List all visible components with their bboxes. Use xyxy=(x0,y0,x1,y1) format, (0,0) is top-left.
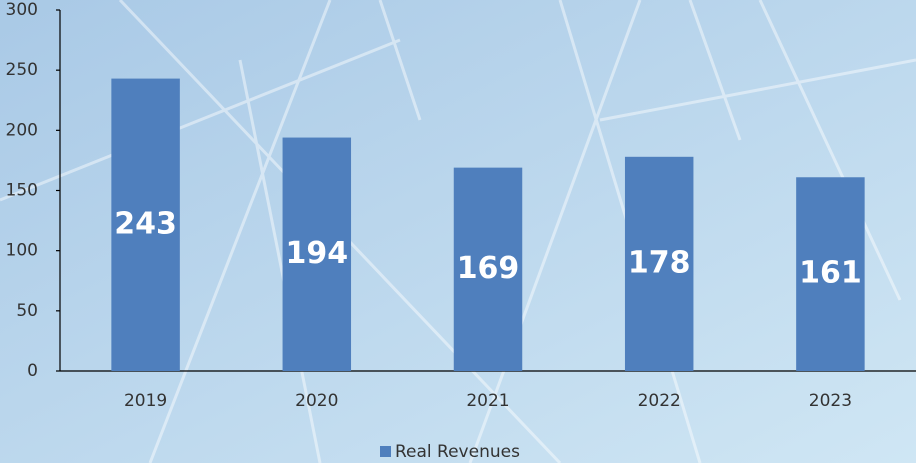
y-tick-label: 0 xyxy=(27,361,38,381)
x-tick-label: 2019 xyxy=(124,391,167,411)
y-tick-label: 250 xyxy=(6,60,38,80)
y-tick-label: 50 xyxy=(16,301,38,321)
bar xyxy=(111,78,180,371)
x-tick-label: 2020 xyxy=(295,391,338,411)
legend-swatch xyxy=(380,446,391,457)
x-tick-label: 2022 xyxy=(638,391,681,411)
bar xyxy=(796,177,865,371)
legend-label: Real Revenues xyxy=(395,442,520,462)
y-tick-label: 200 xyxy=(6,120,38,140)
x-tick-label: 2023 xyxy=(809,391,852,411)
bar xyxy=(453,167,523,371)
value-label: 243 xyxy=(114,206,177,241)
x-tick-label: 2021 xyxy=(466,391,509,411)
value-label: 169 xyxy=(457,251,520,286)
y-tick-label: 150 xyxy=(6,181,38,201)
value-label: 194 xyxy=(285,236,348,271)
value-label: 178 xyxy=(628,245,691,280)
y-tick-label: 100 xyxy=(6,241,38,261)
value-label: 161 xyxy=(799,256,862,291)
bar xyxy=(282,137,352,371)
y-tick-label: 300 xyxy=(6,0,38,20)
bar xyxy=(624,156,694,371)
